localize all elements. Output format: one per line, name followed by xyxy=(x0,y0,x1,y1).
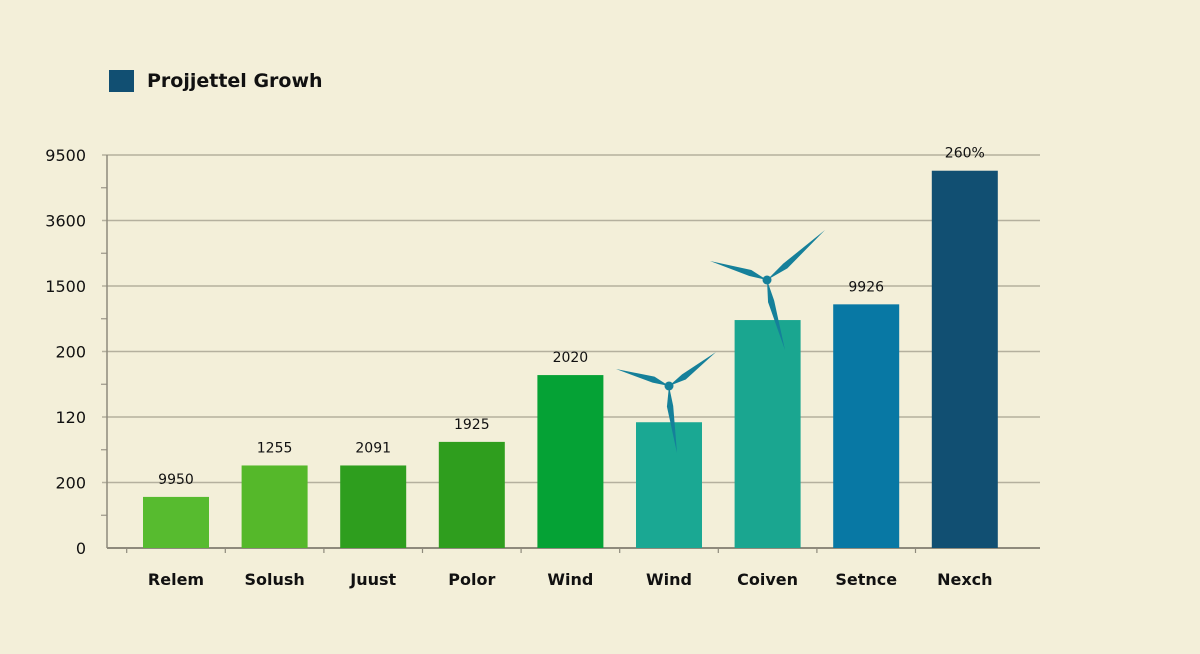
turbine-hub xyxy=(762,275,772,285)
turbine-blade xyxy=(710,261,767,280)
y-tick-label: 200 xyxy=(55,474,86,493)
bar-polor xyxy=(438,441,505,548)
y-tick-label: 120 xyxy=(55,408,86,427)
x-tick-label: Nexch xyxy=(937,570,992,589)
turbine-blade xyxy=(669,352,716,386)
x-tick-label: Setnce xyxy=(835,570,897,589)
x-tick-label: Relem xyxy=(148,570,204,589)
bar-nexch xyxy=(931,170,998,548)
x-tick-label: Wind xyxy=(547,570,593,589)
y-tick-label: 1500 xyxy=(45,277,86,296)
x-tick-label: Solush xyxy=(244,570,304,589)
x-tick-label: Juust xyxy=(349,570,396,589)
legend-label: Projjettel Growh xyxy=(147,70,323,92)
data-label: 2091 xyxy=(355,440,391,456)
y-tick-label: 200 xyxy=(55,343,86,362)
turbine-blade xyxy=(666,386,677,453)
bar-relem xyxy=(143,496,209,548)
data-label: 9950 xyxy=(158,472,194,488)
bar-coiven xyxy=(734,320,801,548)
y-tick-label: 9500 xyxy=(45,146,86,165)
turbine-blade xyxy=(767,280,785,350)
legend-swatch xyxy=(109,70,134,92)
data-label: 9926 xyxy=(848,279,884,295)
wind-turbine-icon xyxy=(710,230,825,350)
y-tick-label: 0 xyxy=(76,539,86,558)
data-label: 2020 xyxy=(553,350,589,366)
y-tick-label: 3600 xyxy=(45,212,86,231)
bar-wind xyxy=(636,422,702,548)
bar-wind xyxy=(537,375,604,548)
data-label: 1255 xyxy=(257,440,293,456)
turbine-blade xyxy=(616,369,669,386)
bar-juust xyxy=(340,465,407,548)
bar-setnce xyxy=(833,304,900,548)
x-tick-label: Coiven xyxy=(737,570,798,589)
turbine-blade xyxy=(767,230,825,280)
data-label: 260% xyxy=(945,146,985,162)
x-tick-label: Polor xyxy=(448,570,495,589)
wind-turbine-icon xyxy=(616,352,716,453)
turbine-hub xyxy=(664,381,674,391)
data-label: 1925 xyxy=(454,417,490,433)
x-tick-label: Wind xyxy=(646,570,692,589)
bar-solush xyxy=(241,465,308,548)
